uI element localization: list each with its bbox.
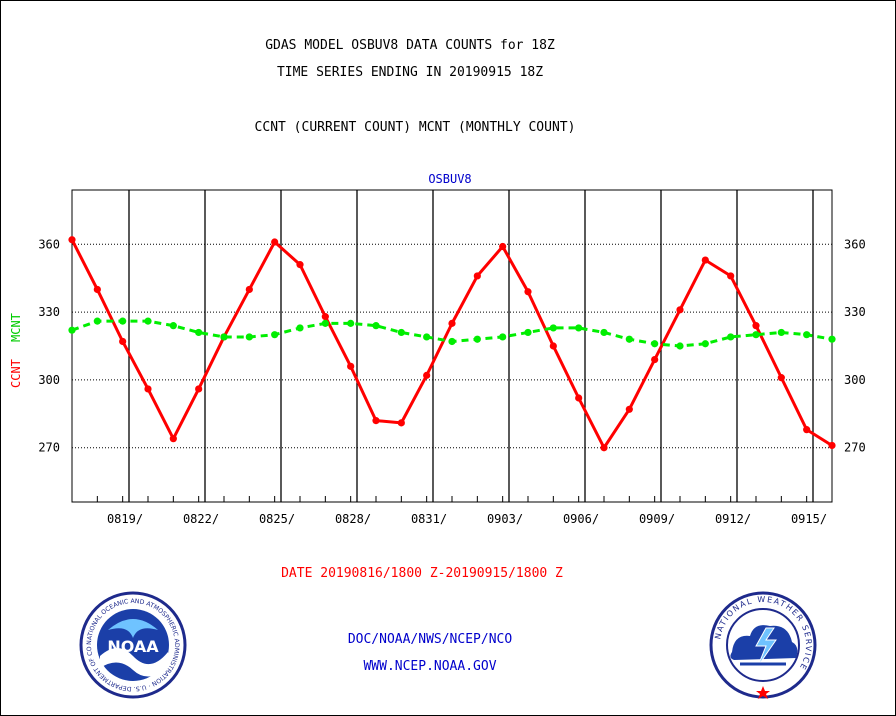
y-axis-label-mcnt: MCNT <box>9 313 23 342</box>
data-point-mcnt <box>271 331 279 339</box>
data-point-ccnt <box>271 238 279 246</box>
data-point-mcnt <box>448 337 456 346</box>
data-point-mcnt <box>701 340 709 348</box>
data-point-mcnt <box>828 335 836 343</box>
data-point-ccnt <box>828 441 836 450</box>
data-point-mcnt <box>499 333 507 341</box>
noaa-logo: NOAA NATIONAL OCEANIC AND ATMOSPHERIC AD… <box>78 590 187 699</box>
y-tick-label-right: 300 <box>844 373 866 387</box>
day-lines <box>128 190 814 502</box>
axis-ticks: 270 270 300 300 330 330 360 360 0819/0822/0825/0… <box>38 237 865 526</box>
data-point-ccnt <box>423 371 431 379</box>
chart-subtitle-line: TIME SERIES ENDING IN 20190915 18Z <box>276 65 544 80</box>
data-point-ccnt <box>347 362 355 370</box>
website-link[interactable]: WWW.NCEP.NOAA.GOV <box>363 659 497 674</box>
noaa-logo-label: NOAA <box>107 637 159 656</box>
data-point-mcnt <box>144 317 152 325</box>
data-point-mcnt <box>347 319 355 327</box>
date-range: DATE 20190816/1800 Z-20190915/1800 Z <box>281 566 563 581</box>
x-tick-label: 0903/ <box>487 512 523 526</box>
x-tick-label: 0915/ <box>791 512 827 526</box>
data-point-ccnt <box>93 285 101 294</box>
y-tick-label-right: 330 <box>844 305 866 319</box>
data-point-mcnt <box>220 333 228 341</box>
org-path-link[interactable]: DOC/NOAA/NWS/NCEP/NCO <box>347 632 513 647</box>
data-point-mcnt <box>473 335 481 343</box>
data-point-ccnt <box>752 322 760 330</box>
nws-logo: NATIONAL WEATHER SERVICE <box>709 591 817 699</box>
chart-title: GDAS MODEL OSBUV8 DATA COUNTS for 18Z <box>265 38 555 53</box>
data-point-mcnt <box>625 335 633 343</box>
data-point-ccnt <box>397 419 405 427</box>
y-tick-label-left: 300 <box>38 373 60 387</box>
data-point-mcnt <box>777 328 785 337</box>
plot-series <box>68 236 836 452</box>
data-point-mcnt <box>169 322 177 330</box>
plot-series-title: OSBUV8 <box>428 172 471 186</box>
data-point-ccnt <box>296 261 304 269</box>
data-point-mcnt <box>727 333 735 341</box>
x-tick-label: 0831/ <box>411 512 447 526</box>
data-point-mcnt <box>93 317 101 325</box>
data-point-ccnt <box>321 313 329 321</box>
data-point-ccnt <box>372 417 380 425</box>
data-point-ccnt <box>727 272 735 280</box>
data-point-ccnt <box>144 385 152 393</box>
data-point-ccnt <box>625 405 633 413</box>
data-point-mcnt <box>423 333 431 341</box>
data-point-mcnt <box>524 328 532 337</box>
data-point-ccnt <box>575 394 583 402</box>
x-tick-label: 0912/ <box>715 512 751 526</box>
data-point-mcnt <box>195 328 203 337</box>
y-tick-label-left: 270 <box>38 441 60 455</box>
plot-grid <box>72 243 832 449</box>
data-point-mcnt <box>575 324 583 332</box>
data-point-mcnt <box>119 317 127 325</box>
data-point-mcnt <box>549 324 557 332</box>
y-tick-label-left: 360 <box>38 237 60 251</box>
data-point-ccnt <box>524 288 532 296</box>
y-axis-label-ccnt: CCNT <box>9 359 23 388</box>
data-point-ccnt <box>499 242 507 251</box>
data-point-mcnt <box>752 331 760 339</box>
data-point-ccnt <box>245 285 253 294</box>
y-tick-label-right: 360 <box>844 237 866 251</box>
data-point-mcnt <box>296 324 304 332</box>
data-point-mcnt <box>397 328 405 337</box>
data-point-mcnt <box>600 328 608 337</box>
data-point-mcnt <box>803 331 811 339</box>
data-point-mcnt <box>651 340 659 348</box>
data-point-ccnt <box>651 355 659 364</box>
data-point-mcnt <box>68 326 76 334</box>
data-point-ccnt <box>119 337 127 346</box>
data-point-mcnt <box>372 322 380 330</box>
data-point-ccnt <box>803 426 811 434</box>
y-tick-label-left: 330 <box>38 305 60 319</box>
data-point-ccnt <box>777 374 785 382</box>
data-point-ccnt <box>549 342 557 350</box>
x-tick-label: 0819/ <box>107 512 143 526</box>
data-point-ccnt <box>473 272 481 280</box>
data-point-ccnt <box>448 319 456 327</box>
data-point-ccnt <box>169 435 177 443</box>
data-point-mcnt <box>321 319 329 327</box>
plot-area <box>71 189 833 503</box>
data-point-ccnt <box>195 385 203 393</box>
data-point-mcnt <box>245 333 253 341</box>
x-tick-label: 0906/ <box>563 512 599 526</box>
x-tick-label: 0825/ <box>259 512 295 526</box>
data-point-ccnt <box>701 256 709 264</box>
y-tick-label-right: 270 <box>844 441 866 455</box>
data-point-mcnt <box>676 342 684 350</box>
data-point-ccnt <box>676 306 684 314</box>
data-point-ccnt <box>600 444 608 452</box>
legend-description: CCNT (CURRENT COUNT) MCNT (MONTHLY COUNT… <box>254 120 576 135</box>
x-tick-label: 0828/ <box>335 512 371 526</box>
data-point-ccnt <box>68 236 76 244</box>
x-tick-label: 0909/ <box>639 512 675 526</box>
x-tick-label: 0822/ <box>183 512 219 526</box>
